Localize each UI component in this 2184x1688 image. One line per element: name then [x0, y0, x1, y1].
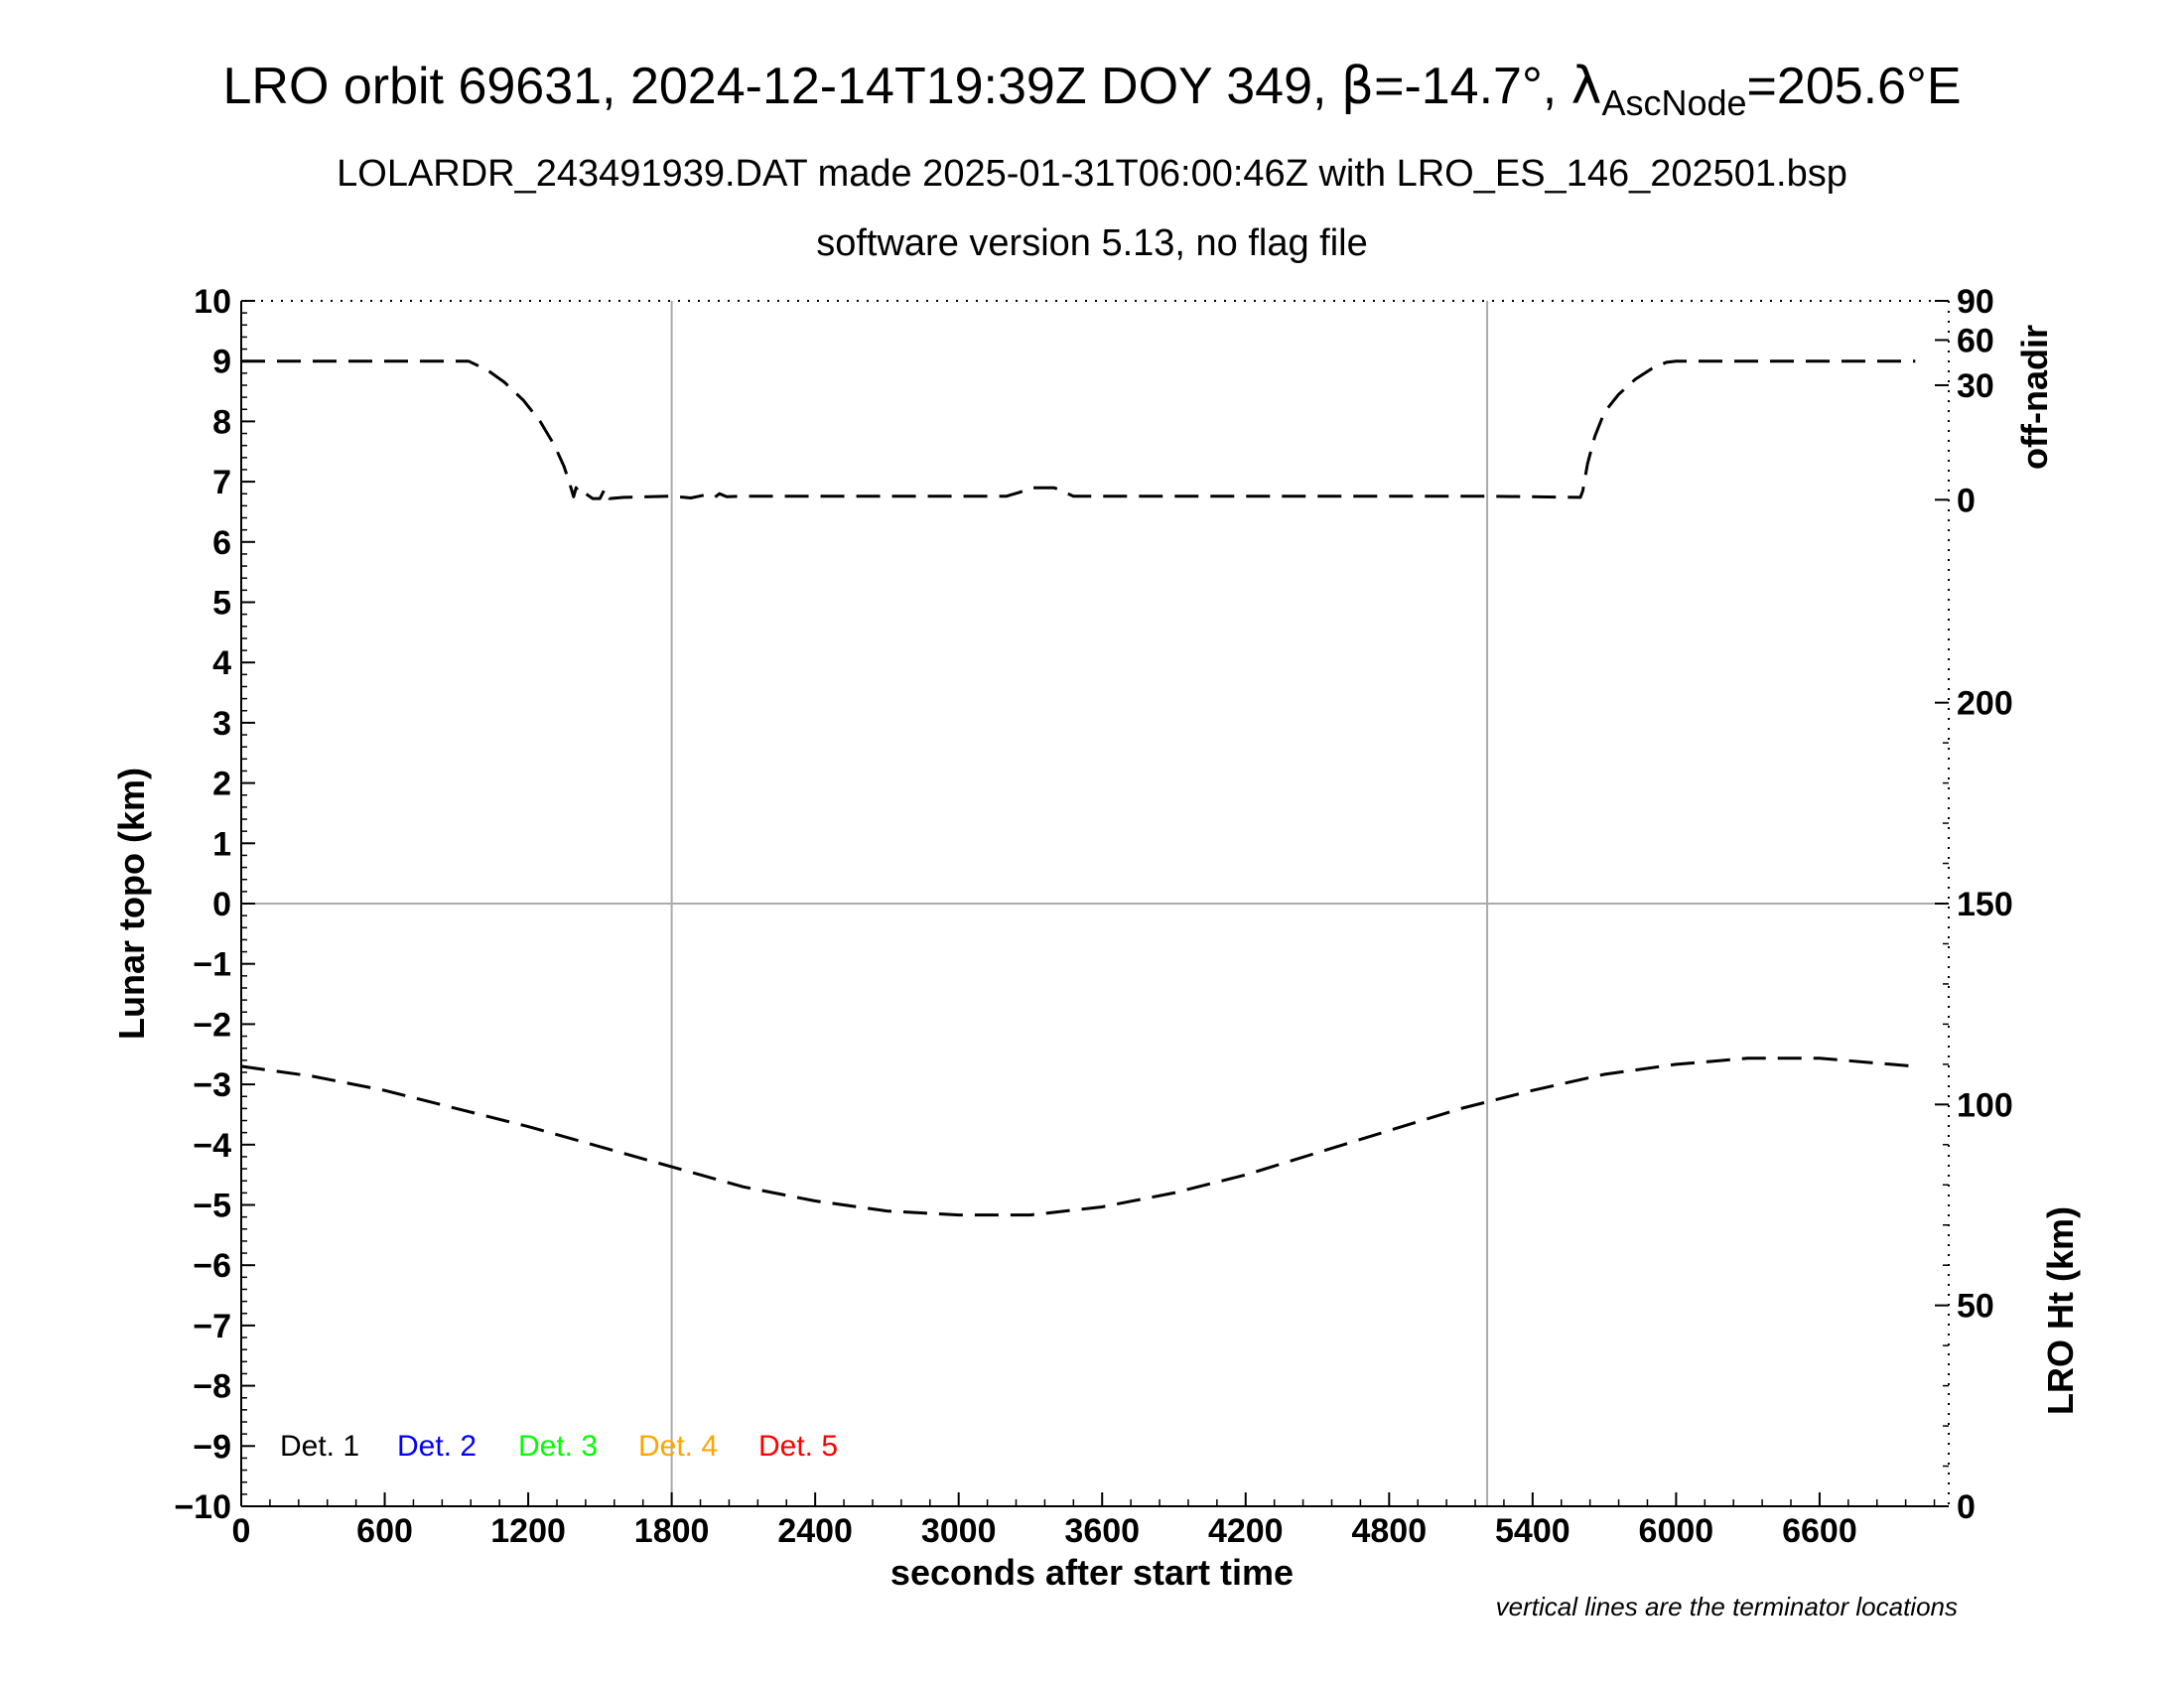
legend: Det. 1 Det. 2 Det. 3 Det. 4 Det. 5: [280, 1430, 838, 1463]
axis-ticks: [240, 300, 1949, 1507]
x-tick-label: 1200: [490, 1512, 566, 1550]
y-tick-label: −7: [193, 1308, 231, 1345]
y-tick-label: 3: [212, 705, 231, 743]
off-nadir-axis-title: off-nadir: [2014, 325, 2055, 470]
y-tick-label: 6: [212, 524, 231, 562]
legend-item-det-3: Det. 3: [518, 1430, 598, 1463]
beta-symbol: β: [1341, 57, 1374, 116]
series-lro-ht-line: [240, 1056, 1916, 1217]
series-off-nadir-line: [241, 359, 1916, 500]
legend-item-det-2: Det. 2: [397, 1430, 477, 1463]
x-tick-label: 5400: [1495, 1512, 1570, 1550]
x-tick-label: 2400: [777, 1512, 853, 1550]
y-tick-label: −3: [193, 1066, 231, 1104]
legend-item-det-1: Det. 1: [280, 1430, 359, 1463]
chart-subtitle: LOLARDR_243491939.DAT made 2025-01-31T06…: [337, 153, 1847, 195]
x-axis-title: seconds after start time: [890, 1552, 1294, 1593]
lro-ht-tick-label: 200: [1957, 685, 2013, 723]
y-tick-label: −1: [193, 946, 231, 984]
y-tick-label: 7: [212, 464, 231, 501]
y-tick-label: −4: [193, 1127, 231, 1165]
y-tick-label: 1: [212, 825, 231, 863]
x-tick-label: 4800: [1351, 1512, 1427, 1550]
y-axis-title: Lunar topo (km): [111, 768, 152, 1040]
lambda-value: =205.6°E: [1747, 58, 1962, 115]
y-tick-label: 0: [212, 886, 231, 923]
lambda-subscript: AscNode: [1601, 82, 1746, 123]
grid-lines: [241, 301, 1949, 1506]
x-tick-label: 4200: [1208, 1512, 1284, 1550]
series-lines: [240, 359, 1916, 1217]
y-tick-label: −9: [193, 1428, 231, 1466]
y-tick-label: 10: [194, 283, 231, 321]
y-tick-label: −6: [193, 1247, 231, 1285]
y-tick-label: 5: [212, 585, 231, 623]
y-tick-label: −2: [193, 1006, 231, 1044]
footnote: vertical lines are the terminator locati…: [1496, 1592, 1958, 1621]
y-tick-label: 9: [212, 344, 231, 381]
x-tick-label: 6600: [1782, 1512, 1857, 1550]
x-tick-label: 6000: [1639, 1512, 1714, 1550]
lro-ht-tick-label: 100: [1957, 1086, 2013, 1124]
x-tick-label: 1800: [634, 1512, 710, 1550]
off-nadir-tick-label: 90: [1957, 283, 1994, 321]
y-tick-label: −8: [193, 1368, 231, 1406]
title-prefix: LRO orbit 69631, 2024-12-14T19:39Z DOY 3…: [222, 58, 1340, 115]
off-nadir-tick-label: 0: [1957, 482, 1976, 519]
legend-item-det-5: Det. 5: [758, 1430, 838, 1463]
y-tick-label: −10: [174, 1488, 231, 1526]
y-tick-label: −5: [193, 1188, 231, 1225]
x-tick-label: 3600: [1064, 1512, 1140, 1550]
off-nadir-tick-label: 60: [1957, 322, 1994, 359]
lambda-symbol: λ: [1571, 57, 1602, 116]
x-tick-label: 0: [232, 1512, 251, 1550]
beta-value: =-14.7°,: [1374, 58, 1571, 115]
chart-title: LRO orbit 69631, 2024-12-14T19:39Z DOY 3…: [222, 57, 1961, 123]
y-tick-label: 2: [212, 766, 231, 803]
y-tick-label: 8: [212, 403, 231, 441]
legend-item-det-4: Det. 4: [638, 1430, 718, 1463]
lro-ht-tick-label: 0: [1957, 1488, 1976, 1526]
lro-ht-axis-title: LRO Ht (km): [2040, 1206, 2081, 1415]
chart-subtitle-2: software version 5.13, no flag file: [816, 222, 1368, 264]
x-tick-label: 600: [356, 1512, 413, 1550]
off-nadir-tick-label: 30: [1957, 367, 1994, 405]
lro-ht-tick-label: 50: [1957, 1288, 1994, 1326]
y-tick-label: 4: [212, 644, 231, 682]
lro-ht-tick-label: 150: [1957, 886, 2013, 923]
x-tick-label: 3000: [921, 1512, 997, 1550]
